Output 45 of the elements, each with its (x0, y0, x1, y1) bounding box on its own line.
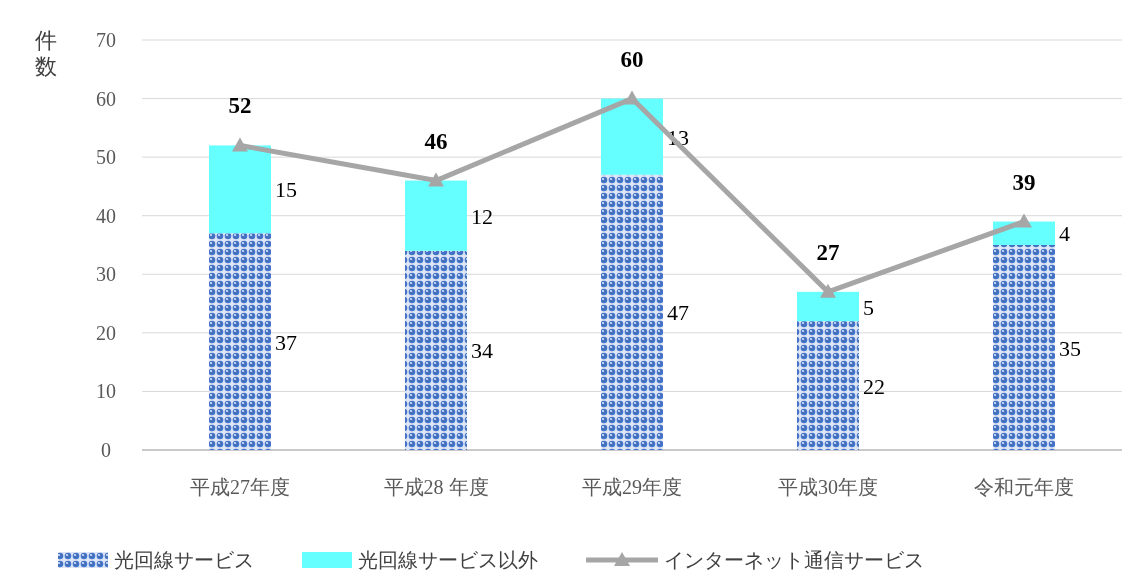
data-label: 12 (471, 203, 493, 229)
point (624, 90, 640, 105)
y-tick-label: 10 (96, 380, 116, 403)
data-label: 46 (424, 128, 448, 154)
bar (405, 250, 467, 450)
legend-label: 光回線サービス (114, 549, 254, 571)
y-tick-label: 0 (101, 439, 111, 461)
data-label: 39 (1012, 169, 1036, 195)
data-label: 37 (275, 329, 297, 355)
data-label: 27 (816, 239, 840, 265)
bar (601, 98, 663, 175)
bar (209, 145, 271, 234)
x-tick-label: 平成27年度 (190, 476, 290, 498)
bar (601, 174, 663, 450)
data-label: 4 (1059, 221, 1070, 247)
x-tick-label: 平成29年度 (582, 476, 682, 498)
y-tick-label: 50 (96, 146, 116, 169)
y-tick-label: 20 (96, 321, 116, 344)
y-tick-label: 60 (96, 87, 116, 110)
bar (797, 291, 859, 322)
bar (797, 321, 859, 450)
legend-label: 光回線サービス以外 (358, 549, 538, 571)
y-tick-label: 70 (96, 29, 116, 51)
point (232, 137, 248, 152)
data-label: 34 (471, 338, 493, 364)
bar (405, 180, 467, 251)
data-label: 35 (1059, 335, 1081, 361)
y-axis-title: 件数 (35, 28, 57, 79)
y-tick-label: 30 (96, 263, 116, 286)
bar (993, 245, 1055, 450)
x-tick-label: 平成28 年度 (383, 476, 489, 498)
bar (209, 233, 271, 450)
data-label: 22 (863, 373, 885, 399)
legend-label: インターネット通信サービス (664, 549, 924, 571)
point (820, 283, 836, 298)
data-label: 52 (228, 93, 252, 119)
x-tick-label: 令和元年度 (974, 476, 1074, 498)
data-label: 47 (667, 300, 689, 326)
point (1016, 213, 1032, 228)
data-label: 15 (275, 177, 297, 203)
y-tick-label: 40 (96, 204, 116, 227)
data-label: 5 (863, 294, 874, 320)
point (428, 172, 444, 187)
x-tick-label: 平成30年度 (778, 476, 878, 498)
data-label: 60 (620, 46, 644, 72)
